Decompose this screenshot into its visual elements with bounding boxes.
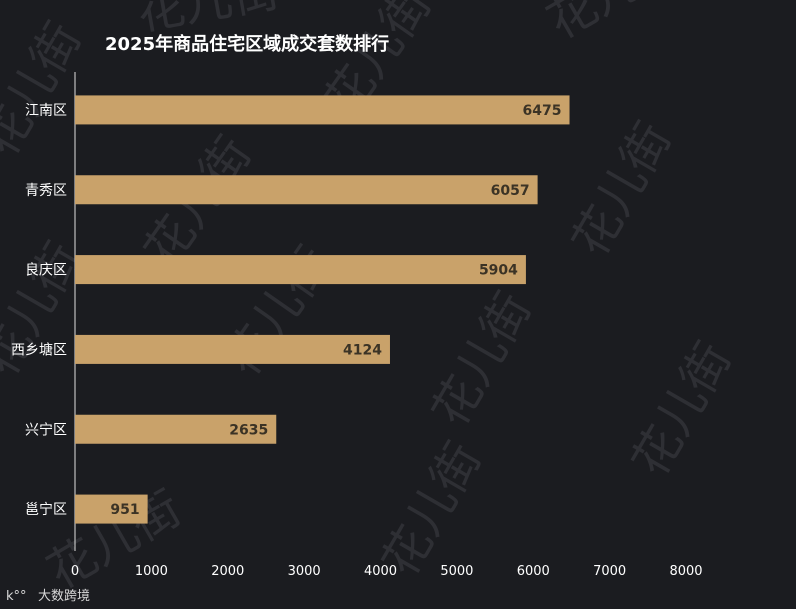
x-tick-label: 2000 [211,564,244,579]
watermark-text: 花儿街 [422,283,543,436]
data-label: 4124 [343,342,382,358]
category-label: 邕宁区 [25,501,67,518]
data-label: 951 [110,502,139,518]
watermark-text: 花儿街 [562,113,683,266]
category-label: 良庆区 [25,263,67,279]
data-label: 5904 [479,263,518,279]
category-label: 兴宁区 [25,421,67,438]
data-label: 6057 [491,183,530,199]
data-label: 6475 [523,103,562,119]
x-tick-label: 8000 [669,564,702,579]
watermark-text: 花儿街 [0,13,92,166]
x-tick-label: 1000 [135,564,168,579]
footer-logo-mark: k°° [6,589,27,604]
x-tick-label: 5000 [440,564,473,579]
value-labels: 6475 6057 5904 4124 2635 951 [110,103,561,518]
x-tick-label: 6000 [517,564,550,579]
category-label: 青秀区 [25,183,67,199]
footer-logo-text: 大数跨境 [38,589,90,604]
bar [75,255,526,285]
x-tick-label: 7000 [593,564,626,579]
category-label: 江南区 [25,103,67,119]
category-label: 西乡塘区 [11,342,67,358]
footer-logo: k°° 大数跨境 [6,589,90,604]
x-tick-label: 3000 [288,564,321,579]
watermark-text: 花儿街 [538,0,691,50]
bar [75,175,538,205]
x-axis-ticks: 0 1000 2000 3000 4000 5000 6000 7000 8000 [71,564,703,579]
bar [75,334,390,364]
x-tick-label: 0 [71,564,79,579]
bar [75,494,148,524]
chart-title: 2025年商品住宅区域成交套数排行 [105,33,389,55]
bar [75,414,277,444]
data-label: 2635 [229,422,268,438]
bar [75,95,570,125]
watermark-text: 花儿街 [622,333,743,486]
bars-group [75,95,570,524]
x-tick-label: 4000 [364,564,397,579]
